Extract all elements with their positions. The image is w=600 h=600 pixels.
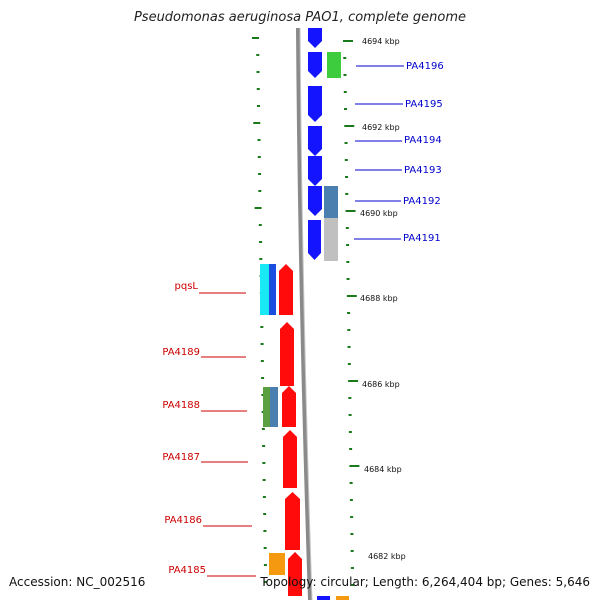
kbp-label: 4692 kbp	[362, 123, 400, 132]
reverse-gene-arrow	[282, 386, 296, 427]
gene-label-right: PA4192	[403, 196, 441, 207]
kbp-label: 4690 kbp	[360, 209, 398, 218]
forward-gene-arrow	[308, 220, 321, 260]
reverse-gene-arrow	[279, 264, 293, 315]
cds-feature-box	[317, 596, 330, 600]
kbp-label: 4694 kbp	[362, 37, 400, 46]
cds-feature-box	[269, 553, 285, 575]
accession-text: Accession: NC_002516	[9, 575, 146, 589]
reverse-gene-arrow	[283, 430, 297, 488]
gene-label-right: PA4193	[404, 165, 442, 176]
forward-gene-arrow	[308, 28, 322, 48]
kbp-label: 4686 kbp	[362, 380, 400, 389]
cds-feature-box	[324, 186, 338, 218]
backbone-line	[296, 27, 312, 600]
cds-feature-box	[327, 52, 341, 78]
gene-label-right: PA4191	[403, 233, 441, 244]
gene-label-left: PA4185	[168, 565, 206, 576]
kbp-label: 4682 kbp	[368, 552, 406, 561]
reverse-gene-arrow	[285, 492, 300, 550]
reverse-gene-arrow	[280, 322, 294, 386]
cds-feature-box	[324, 218, 338, 261]
kbp-label: 4688 kbp	[360, 294, 398, 303]
topology-text: Topology: circular; Length: 6,264,404 bp…	[260, 575, 590, 589]
gene-label-left: PA4186	[164, 515, 202, 526]
forward-gene-arrow	[308, 52, 322, 78]
forward-gene-arrow	[308, 186, 322, 216]
reverse-gene-arrow	[288, 552, 302, 596]
cds-feature-box	[263, 387, 270, 427]
forward-gene-arrow	[308, 86, 322, 122]
gene-label-right: PA4194	[404, 135, 442, 146]
gene-label-left: PA4188	[162, 400, 200, 411]
gene-label-left: PA4189	[162, 347, 200, 358]
cds-feature-box	[260, 264, 269, 315]
gene-label-left: PA4187	[162, 452, 200, 463]
cds-feature-box	[270, 387, 278, 427]
gene-label-right: PA4195	[405, 99, 443, 110]
backbone-highlight	[299, 27, 313, 600]
gene-label-right: PA4196	[406, 61, 444, 72]
cds-feature-box	[269, 264, 276, 315]
forward-gene-arrow	[308, 156, 322, 186]
cds-feature-box	[336, 596, 349, 600]
gene-label-left: pqsL	[175, 281, 199, 292]
forward-gene-arrow	[308, 126, 322, 156]
kbp-label: 4684 kbp	[364, 465, 402, 474]
genome-title: Pseudomonas aeruginosa PAO1, complete ge…	[133, 10, 467, 25]
